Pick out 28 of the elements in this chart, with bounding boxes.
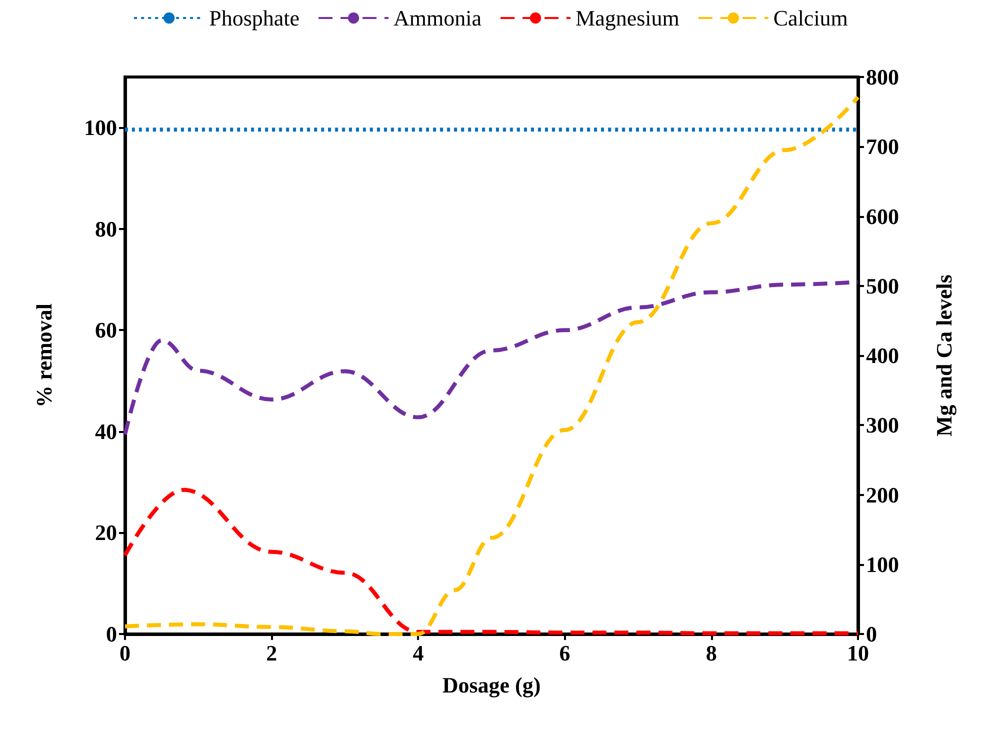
x-tick-label: 8 (706, 640, 717, 666)
legend-label: Ammonia (394, 6, 482, 30)
legend-label: Calcium (773, 6, 848, 30)
legend-label: Magnesium (576, 6, 680, 30)
y2-tick-label: 800 (866, 64, 899, 90)
y2-tick-label: 100 (866, 552, 899, 577)
x-tick-label: 2 (266, 640, 278, 666)
y2-tick-label: 300 (866, 412, 899, 438)
y-tick-label: 80 (95, 216, 117, 242)
y-tick-label: 0 (106, 622, 117, 646)
y-axis-title: % removal (32, 303, 56, 408)
y2-tick-label: 600 (866, 204, 899, 229)
y-tick-label: 40 (95, 418, 117, 444)
x-tick-label: 6 (559, 640, 570, 666)
y2-tick-label: 0 (866, 622, 877, 646)
y2-tick-label: 700 (866, 134, 899, 160)
x-tick-label: 4 (412, 640, 424, 666)
x-tick-label: 10 (847, 640, 869, 666)
x-axis-title: Dosage (g) (442, 672, 541, 698)
y2-axis-title: Mg and Ca levels (932, 274, 956, 436)
y-tick-label: 100 (84, 115, 117, 140)
y-tick-label: 20 (95, 520, 117, 546)
y2-tick-label: 200 (866, 482, 899, 508)
y-tick-label: 60 (95, 318, 117, 343)
line-series (123, 280, 860, 436)
y2-tick-label: 500 (866, 273, 899, 298)
y2-tick-label: 400 (866, 343, 899, 368)
legend-label: Phosphate (209, 6, 300, 30)
